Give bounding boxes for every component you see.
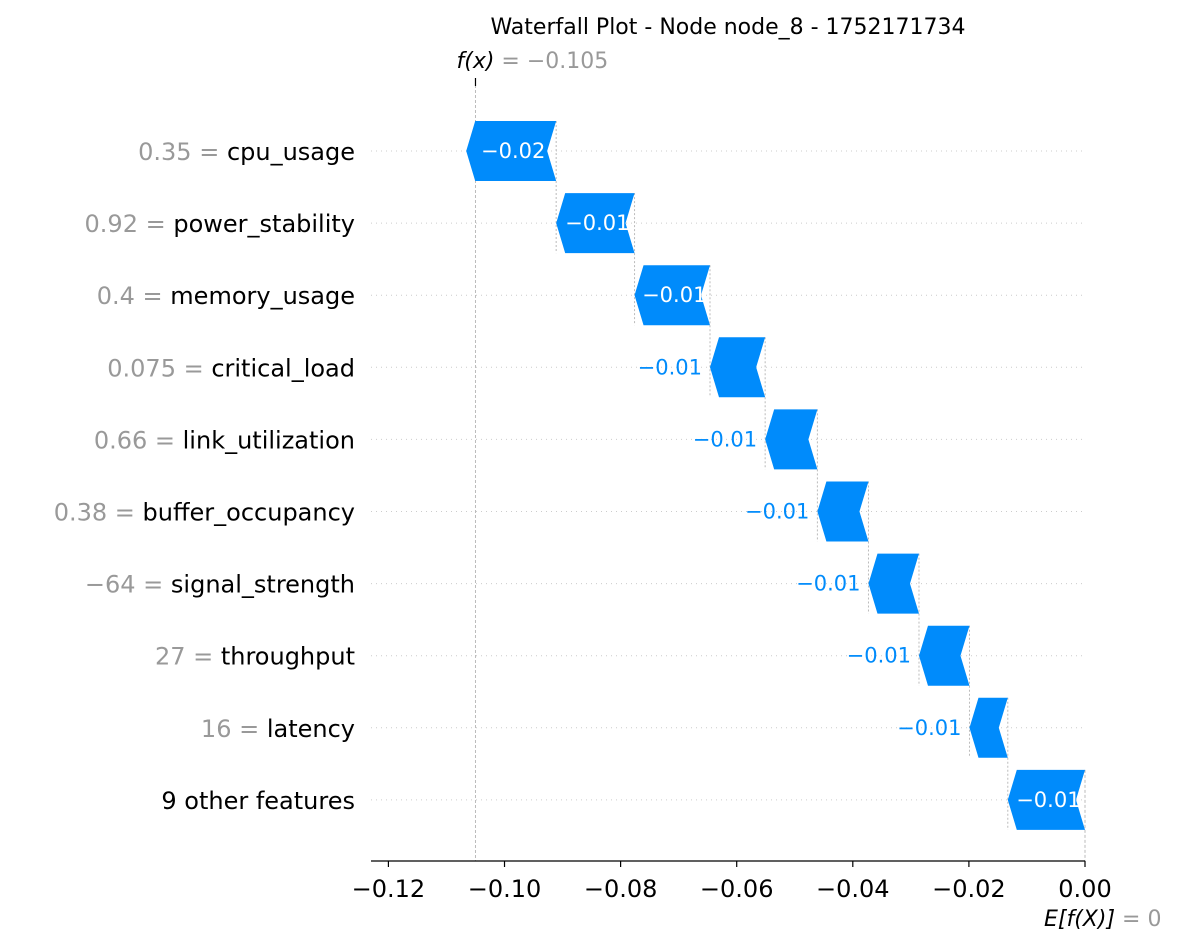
bar-value-label: −0.01 (693, 427, 757, 451)
x-tick-label: −0.06 (700, 875, 774, 903)
feature-label: 9 other features (161, 787, 355, 815)
x-tick-label: −0.08 (584, 875, 658, 903)
feature-value: −64 = (85, 571, 171, 599)
feature-name: cpu_usage (227, 138, 355, 166)
x-tick-label: −0.02 (932, 875, 1006, 903)
feature-label: 27 = throughput (155, 643, 355, 671)
chart-title: Waterfall Plot - Node node_8 - 175217173… (490, 15, 965, 40)
feature-name: link_utilization (183, 426, 355, 454)
contribution-bar (710, 337, 766, 398)
feature-name: throughput (221, 643, 355, 671)
connector-lines (474, 85, 1086, 861)
bar-value-label: −0.01 (745, 500, 809, 524)
bar-value-label: −0.01 (1016, 788, 1080, 812)
bar-value-label: −0.01 (796, 572, 860, 596)
feature-label: −64 = signal_strength (85, 571, 355, 599)
contribution-bar (918, 625, 970, 686)
contribution-bar (556, 193, 635, 254)
feature-label: 0.92 = power_stability (85, 210, 355, 238)
expected-value-label: E[f(X)] = 0 (1044, 907, 1161, 932)
feature-label: 0.38 = buffer_occupancy (54, 499, 355, 527)
x-tick-label: −0.10 (468, 875, 542, 903)
contribution-bar (466, 121, 557, 181)
x-tick-label: −0.12 (352, 875, 426, 903)
feature-value: 0.66 = (94, 426, 183, 454)
contribution-bar (817, 481, 869, 542)
x-tick-label: −0.04 (816, 875, 890, 903)
feature-label: 16 = latency (201, 715, 355, 743)
contribution-bar (969, 697, 1008, 758)
fx-annotation: f(x) = −0.105 (456, 49, 608, 86)
contribution-bar (1007, 769, 1085, 830)
feature-value: 27 = (155, 643, 221, 671)
feature-label: 0.66 = link_utilization (94, 426, 355, 454)
feature-name: critical_load (211, 354, 355, 382)
feature-name: power_stability (173, 210, 355, 238)
feature-value: 0.35 = (138, 138, 227, 166)
feature-name: 9 other features (161, 787, 355, 815)
expected-value-value: = 0 (1122, 907, 1161, 932)
feature-label: 0.35 = cpu_usage (138, 138, 355, 166)
feature-name: latency (267, 715, 355, 743)
x-axis: −0.12 −0.10 −0.08 −0.06 −0.04 −0.02 0.00 (352, 860, 1112, 903)
bar-value-label: −0.02 (481, 139, 545, 163)
feature-value: 0.38 = (54, 499, 143, 527)
fx-label: f(x) = −0.105 (456, 49, 608, 74)
feature-label: 0.075 = critical_load (107, 354, 355, 382)
expected-value-annotation: E[f(X)] = 0 (1044, 907, 1161, 932)
feature-value: 0.075 = (107, 354, 211, 382)
fx-name: f(x) (456, 49, 501, 74)
fx-value: = −0.105 (501, 49, 608, 74)
bar-value-label: −0.01 (642, 283, 706, 307)
bar-value-label: −0.01 (847, 644, 911, 668)
contribution-bar (634, 265, 711, 326)
feature-label: 0.4 = memory_usage (97, 282, 355, 310)
contribution-bars: −0.02 −0.01 −0.01 −0.01 −0.01 −0.01 −0.01 −0.01… (466, 121, 1085, 830)
feature-name: signal_strength (171, 571, 355, 599)
feature-value: 0.92 = (85, 210, 174, 238)
feature-name: memory_usage (170, 282, 355, 310)
contribution-bar (868, 553, 919, 614)
feature-value: 16 = (201, 715, 267, 743)
contribution-bar (765, 409, 818, 470)
x-tick-label: 0.00 (1058, 875, 1111, 903)
bar-value-label: −0.01 (897, 716, 961, 740)
bar-value-label: −0.01 (565, 211, 629, 235)
bar-value-label: −0.01 (638, 355, 702, 379)
expected-value-name: E[f(X)] (1044, 907, 1122, 932)
feature-value: 0.4 = (97, 282, 171, 310)
row-gridlines (371, 150, 1085, 801)
feature-name: buffer_occupancy (143, 499, 355, 527)
